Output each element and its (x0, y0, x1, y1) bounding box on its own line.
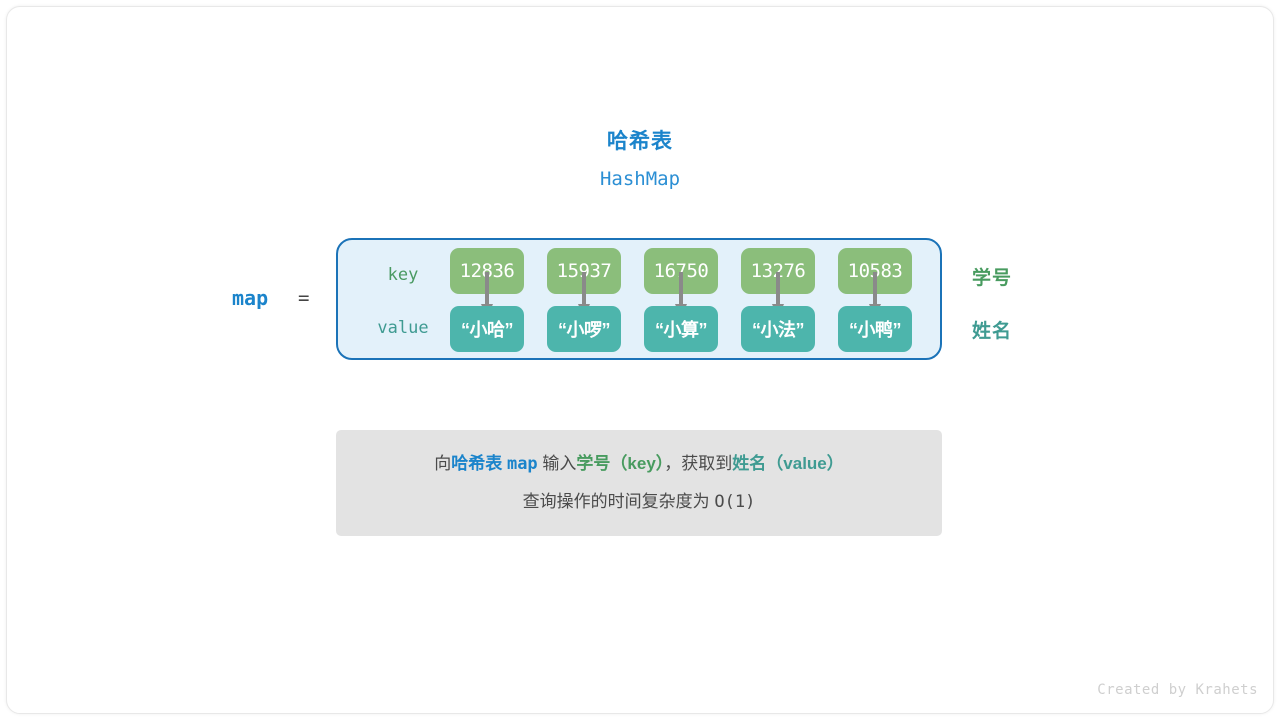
title-block: 哈希表 HashMap (0, 128, 1280, 194)
key-box-0: 12836 (450, 248, 524, 294)
page-title-cn: 哈希表 (607, 130, 673, 153)
caption-complexity-text: 查询操作的时间复杂度为 (522, 492, 710, 511)
caption-term-value: 姓名（value） (732, 454, 844, 473)
value-box-2: “小算” (644, 306, 718, 352)
page-card (6, 6, 1274, 714)
row-label-value: value (377, 318, 429, 338)
value-box-4: “小鸭” (838, 306, 912, 352)
caption-line-1: 向哈希表 map 输入学号（key），获取到姓名（value） (434, 445, 844, 483)
caption-text-prefix: 向 (434, 454, 452, 473)
caption-complexity-value: O(1) (714, 492, 756, 512)
map-variable-label: map (232, 286, 269, 310)
key-box-2: 16750 (644, 248, 718, 294)
caption-line-2: 查询操作的时间复杂度为 O(1) (523, 483, 756, 521)
bucket-3: 13276 “小法” (741, 248, 815, 352)
bucket-1: 15937 “小啰” (547, 248, 621, 352)
page-title-en: HashMap (599, 168, 681, 190)
key-box-3: 13276 (741, 248, 815, 294)
caption-text-get: ，获取到 (664, 454, 733, 473)
value-box-3: “小法” (741, 306, 815, 352)
caption-term-hashmap-cn: 哈希表 (451, 454, 503, 473)
side-label-name: 姓名 (972, 321, 1013, 342)
bucket-4: 10583 “小鸭” (838, 248, 912, 352)
key-box-1: 15937 (547, 248, 621, 294)
side-label-student-id: 学号 (972, 268, 1013, 289)
value-box-0: “小哈” (450, 306, 524, 352)
row-labels: key value (360, 238, 446, 360)
caption-term-map: map (506, 454, 538, 474)
value-box-1: “小啰” (547, 306, 621, 352)
key-box-4: 10583 (838, 248, 912, 294)
row-label-key: key (387, 265, 419, 285)
caption-box: 向哈希表 map 输入学号（key），获取到姓名（value） 查询操作的时间复… (336, 430, 942, 536)
bucket-2: 16750 “小算” (644, 248, 718, 352)
watermark: Created by Krahets (1097, 682, 1258, 698)
side-labels: 学号 姓名 (956, 238, 1086, 360)
caption-term-key: 学号（key） (576, 454, 665, 473)
caption-text-input: 输入 (542, 454, 577, 473)
bucket-0: 12836 “小哈” (450, 248, 524, 352)
hashmap-cells: 12836 “小哈” 15937 “小啰” 16750 “小算” 13 (336, 238, 942, 360)
assignment-operator: = (298, 287, 310, 309)
